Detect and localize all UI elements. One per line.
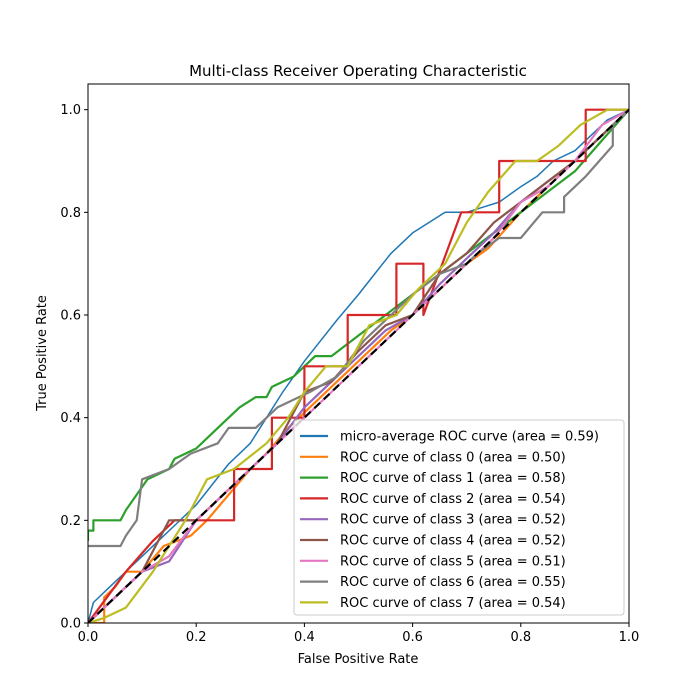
- y-tick-label: 0.8: [60, 206, 81, 221]
- chance-diagonal-line: [88, 108, 629, 623]
- y-tick-label: 0.4: [60, 411, 81, 426]
- x-tick-label: 0.2: [186, 630, 207, 645]
- legend-entry: ROC curve of class 2 (area = 0.54): [340, 492, 566, 507]
- legend: micro-average ROC curve (area = 0.59) ROC…: [293, 419, 625, 616]
- roc-line-series-7: [88, 108, 629, 548]
- x-tick-label: 0.0: [78, 630, 99, 645]
- legend-entry: ROC curve of class 5 (area = 0.51): [340, 554, 566, 569]
- legend-entry: ROC curve of class 1 (area = 0.58): [340, 471, 566, 486]
- y-tick-label: 0.2: [60, 514, 81, 529]
- y-tick-label: 0.6: [60, 309, 81, 324]
- x-axis: 0.0 0.2 0.4 0.6 0.8 1.0: [78, 623, 640, 645]
- roc-line-series-0: [88, 109, 629, 623]
- x-tick-label: 0.4: [294, 630, 315, 645]
- y-axis: 0.0 0.2 0.4 0.6 0.8 1.0: [60, 103, 88, 632]
- x-axis-label: False Positive Rate: [298, 652, 419, 667]
- legend-entry: ROC curve of class 3 (area = 0.52): [340, 513, 566, 528]
- x-tick-label: 0.6: [402, 630, 423, 645]
- plot-frame: [87, 83, 630, 624]
- legend-entry: ROC curve of class 7 (area = 0.54): [340, 596, 566, 611]
- roc-line-series-8: [88, 108, 629, 623]
- legend-entry: ROC curve of class 0 (area = 0.50): [340, 450, 566, 465]
- y-tick-label: 1.0: [60, 103, 81, 118]
- x-tick-label: 1.0: [619, 630, 640, 645]
- chart-title: Multi-class Receiver Operating Character…: [189, 62, 527, 80]
- y-tick-label: 0.0: [60, 617, 81, 632]
- legend-entry: micro-average ROC curve (area = 0.59): [340, 430, 599, 445]
- roc-line-series-5: [88, 108, 629, 623]
- x-tick-label: 0.8: [510, 630, 531, 645]
- roc-line-series-6: [88, 108, 629, 623]
- legend-entry: ROC curve of class 6 (area = 0.55): [340, 575, 566, 590]
- y-axis-label: True Positive Rate: [35, 295, 50, 412]
- series-layer: [88, 108, 629, 623]
- legend-box: [293, 419, 625, 616]
- legend-entry: ROC curve of class 4 (area = 0.52): [340, 534, 566, 549]
